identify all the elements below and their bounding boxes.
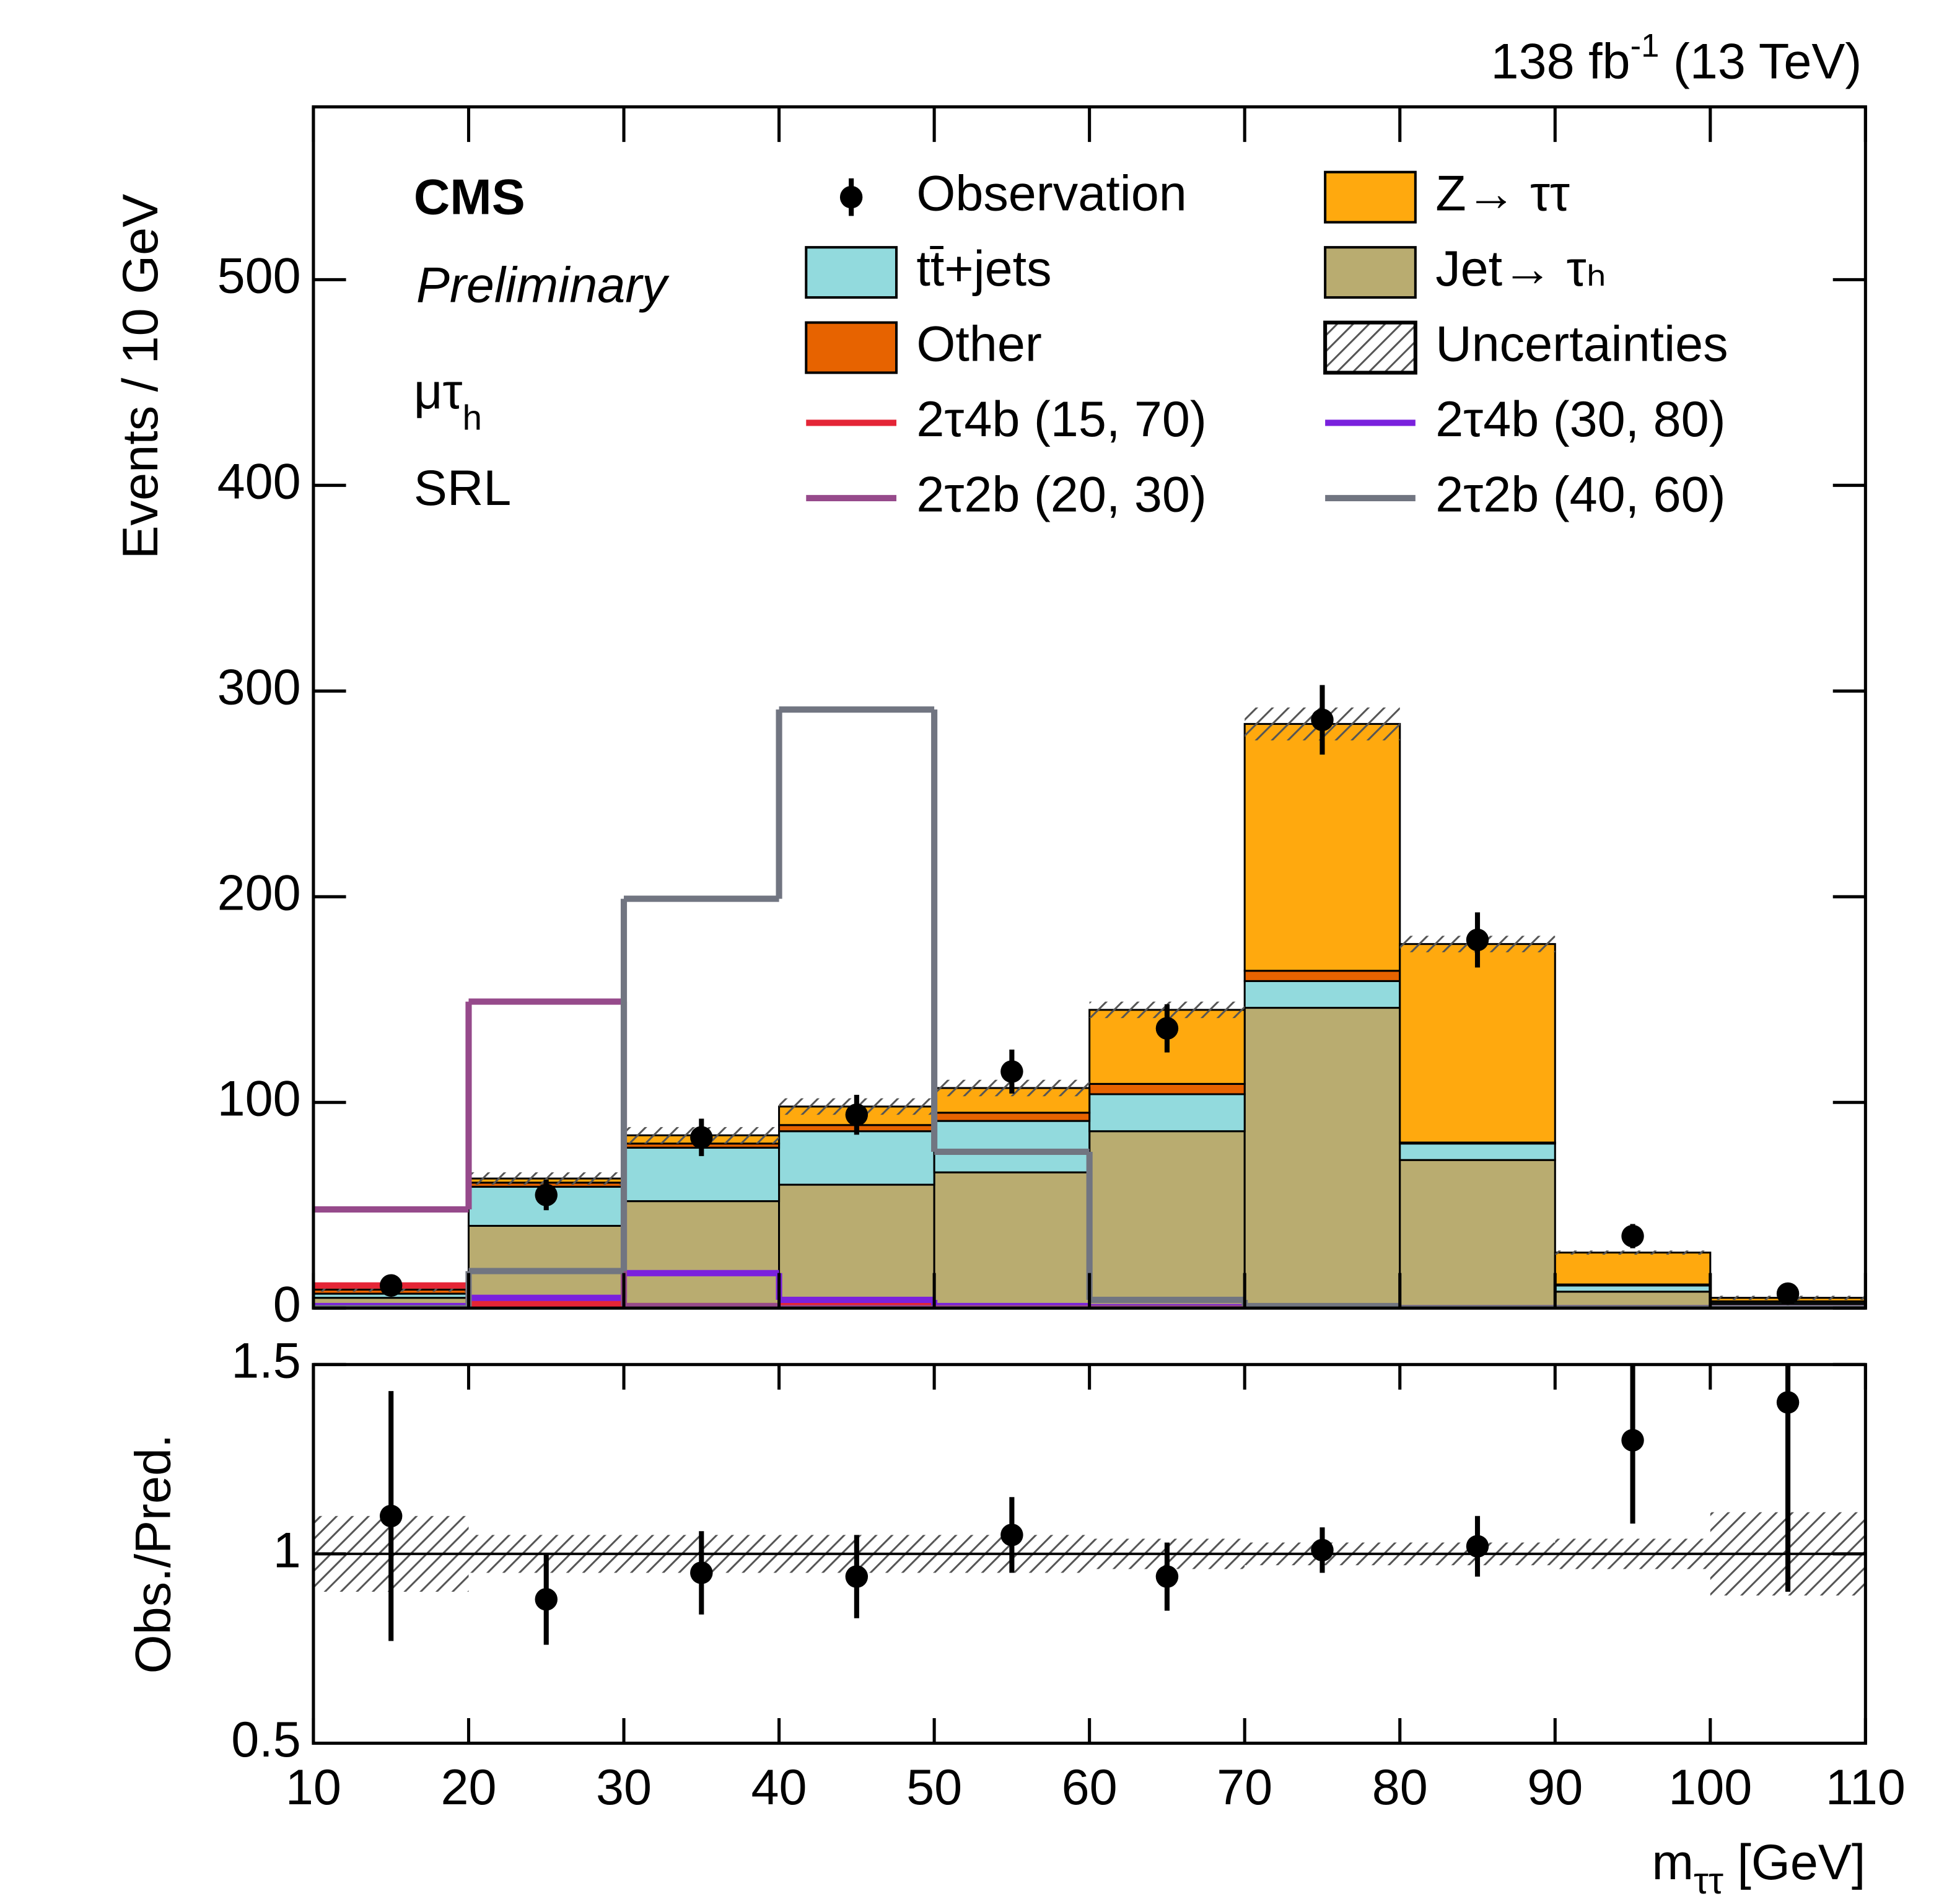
y-tick-label: 500 (217, 248, 301, 304)
y-tick-label: 100 (217, 1071, 301, 1127)
ratio-point (1621, 1429, 1644, 1452)
lumi-label: 138 fb-1 (13 TeV) (1491, 27, 1862, 90)
y-tick-label: 0 (273, 1277, 301, 1333)
stack-segment (778, 1130, 935, 1186)
observation-point (1621, 1224, 1644, 1248)
legend-swatch (805, 246, 898, 299)
ratio-point (690, 1561, 713, 1584)
stack-segment (1088, 1093, 1246, 1133)
legend-label: Uncertainties (1435, 316, 1728, 372)
x-tick-label: 80 (1372, 1760, 1428, 1815)
stack-segment (623, 1200, 781, 1309)
stack-segment (1088, 1130, 1246, 1309)
x-tick-label: 100 (1668, 1760, 1752, 1815)
y-tick-label: 300 (217, 660, 301, 716)
stack-segment (467, 1224, 625, 1309)
legend-swatch (1324, 170, 1417, 224)
stack-segment (1399, 1159, 1556, 1309)
ratio-point (845, 1565, 869, 1588)
legend-label: Other (916, 316, 1041, 372)
legend-label: 2τ2b (40, 60) (1435, 467, 1725, 522)
stack-segment (1399, 1143, 1556, 1161)
legend-label: 2τ4b (15, 70) (916, 392, 1206, 447)
observation-point (845, 1103, 869, 1126)
observation-point (1776, 1282, 1800, 1305)
channel-sub: h (462, 398, 482, 437)
x-tick-label: 50 (906, 1760, 962, 1815)
stack-segment (1243, 970, 1401, 982)
stack-segment (1243, 722, 1401, 972)
legend-label: 2τ2b (20, 30) (916, 467, 1206, 522)
ratio-y-tick-label: 0.5 (231, 1712, 301, 1768)
legend-label: Observation (916, 166, 1186, 222)
x-tick-label: 110 (1826, 1760, 1906, 1815)
channel-label: μτh (414, 364, 482, 437)
y-tick-label: 200 (217, 866, 301, 921)
ratio-panel (313, 1364, 1866, 1645)
stack-segment (933, 1120, 1091, 1174)
stack-segment (933, 1112, 1091, 1122)
lumi-energy: (13 TeV) (1659, 34, 1862, 90)
observation-point (1466, 928, 1489, 952)
x-tick-label: 30 (596, 1760, 652, 1815)
x-label-unit: [GeV] (1723, 1835, 1865, 1890)
x-tick-label: 20 (440, 1760, 496, 1815)
legend-marker (839, 185, 863, 209)
observation-point (379, 1274, 403, 1297)
y-tick-label: 400 (217, 454, 301, 510)
plot-layer: 0 100 200 300 400 500 0.5 1 1.5 10 20 30 40 50 60 70 80 9… (217, 105, 1906, 1815)
ratio-point (1155, 1565, 1179, 1588)
observation-point (1155, 1017, 1179, 1040)
x-tick-label: 70 (1217, 1760, 1272, 1815)
ratio-y-axis-label: Obs./Pred. (125, 1434, 181, 1674)
ratio-point (1466, 1535, 1489, 1558)
x-label-main: m (1652, 1835, 1694, 1890)
legend-label: 2τ4b (30, 80) (1435, 392, 1725, 447)
stack-segment (1399, 943, 1556, 1144)
lumi-sup: -1 (1630, 27, 1660, 64)
x-tick-label: 40 (751, 1760, 807, 1815)
observation-point (1000, 1060, 1023, 1083)
observation-point (1311, 708, 1334, 731)
main-panel (313, 685, 1866, 1309)
stack-segment (778, 1183, 935, 1309)
legend-label: Z→ ττ (1435, 166, 1570, 222)
channel-main: μτ (414, 364, 463, 419)
ratio-y-tick-label: 1 (273, 1522, 301, 1578)
stack-segment (1243, 980, 1401, 1009)
observation-point (690, 1126, 713, 1149)
x-label-sub: ττ (1694, 1859, 1723, 1902)
stack-segment (1243, 1007, 1401, 1309)
ratio-point (1000, 1524, 1023, 1546)
legend-swatch (1324, 246, 1417, 299)
lumi-text: 138 fb (1491, 34, 1630, 90)
stack-segment (1554, 1252, 1712, 1286)
y-axis-label: Events / 10 GeV (113, 194, 169, 559)
stack-segment (1088, 1082, 1246, 1095)
legend-swatch (1323, 320, 1417, 375)
stack-segment (933, 1171, 1091, 1309)
x-tick-label: 90 (1527, 1760, 1583, 1815)
ratio-point (379, 1504, 403, 1528)
x-axis-label: mττ [GeV] (1652, 1835, 1866, 1902)
experiment-label: CMS (414, 170, 525, 226)
ratio-point (1311, 1538, 1334, 1562)
legend-swatch (805, 321, 898, 374)
status-label: Preliminary (416, 257, 670, 313)
legend-label: Jet→ τₕ (1435, 241, 1606, 297)
ratio-point (535, 1588, 558, 1611)
region-label: SRL (414, 460, 511, 516)
observation-point (535, 1183, 558, 1206)
uncertainty-band (468, 1172, 624, 1185)
x-tick-label: 60 (1062, 1760, 1118, 1815)
ratio-point (1776, 1391, 1800, 1414)
uncertainty-band (1555, 1250, 1710, 1255)
x-tick-label: 10 (286, 1760, 341, 1815)
ratio-y-tick-label: 1.5 (231, 1333, 301, 1389)
legend-label: tt̄+jets (916, 241, 1051, 297)
